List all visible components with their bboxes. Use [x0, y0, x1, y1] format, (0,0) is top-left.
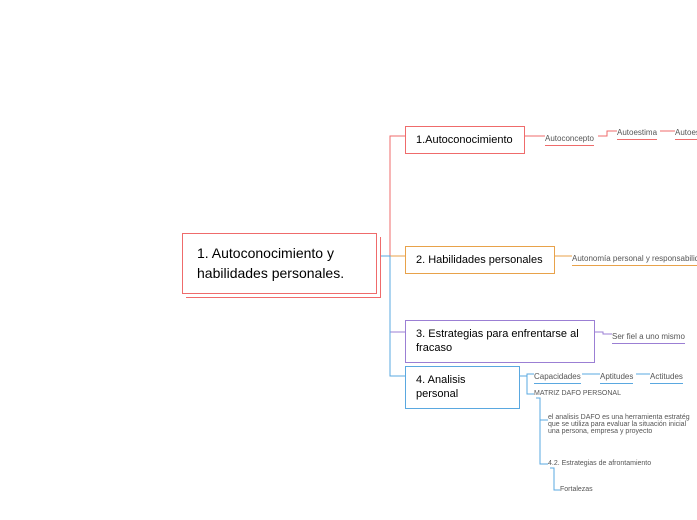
connector [377, 256, 405, 332]
leaf-node[interactable]: Aptitudes [600, 370, 633, 384]
leaf-node[interactable]: Autoestima [617, 126, 657, 140]
connector [536, 398, 548, 464]
leaf-node[interactable]: Autoesti [675, 126, 697, 140]
connector [536, 398, 548, 420]
leaf-node[interactable]: 4.2. Estrategias de afrontamiento [548, 460, 651, 467]
leaf-node[interactable]: Autoconcepto [545, 132, 594, 146]
root-node[interactable]: 1. Autoconocimiento y habilidades person… [182, 233, 377, 294]
connector [595, 332, 612, 334]
connector [520, 374, 534, 376]
connector [550, 468, 560, 490]
mindmap-canvas: 1. Autoconocimiento y habilidades person… [0, 0, 697, 520]
connector [520, 376, 534, 394]
leaf-node[interactable]: el analisis DAFO es una herramienta estr… [548, 414, 697, 435]
leaf-node[interactable]: Actitudes [650, 370, 683, 384]
leaf-node[interactable]: MATRIZ DAFO PERSONAL [534, 390, 621, 397]
leaf-node[interactable]: Fortalezas [560, 486, 593, 493]
leaf-node[interactable]: Ser fiel a uno mismo [612, 330, 685, 344]
branch-node-3[interactable]: 3. Estrategias para enfrentarse al fraca… [405, 320, 595, 363]
connector [598, 131, 617, 136]
branch-node-4[interactable]: 4. Analisis personal [405, 366, 520, 409]
leaf-node[interactable]: Capacidades [534, 370, 581, 384]
connector [377, 256, 405, 376]
leaf-node[interactable]: Autonomía personal y responsabilidad [572, 252, 697, 266]
branch-node-1[interactable]: 1.Autoconocimiento [405, 126, 525, 154]
branch-node-2[interactable]: 2. Habilidades personales [405, 246, 555, 274]
connector [377, 136, 405, 256]
